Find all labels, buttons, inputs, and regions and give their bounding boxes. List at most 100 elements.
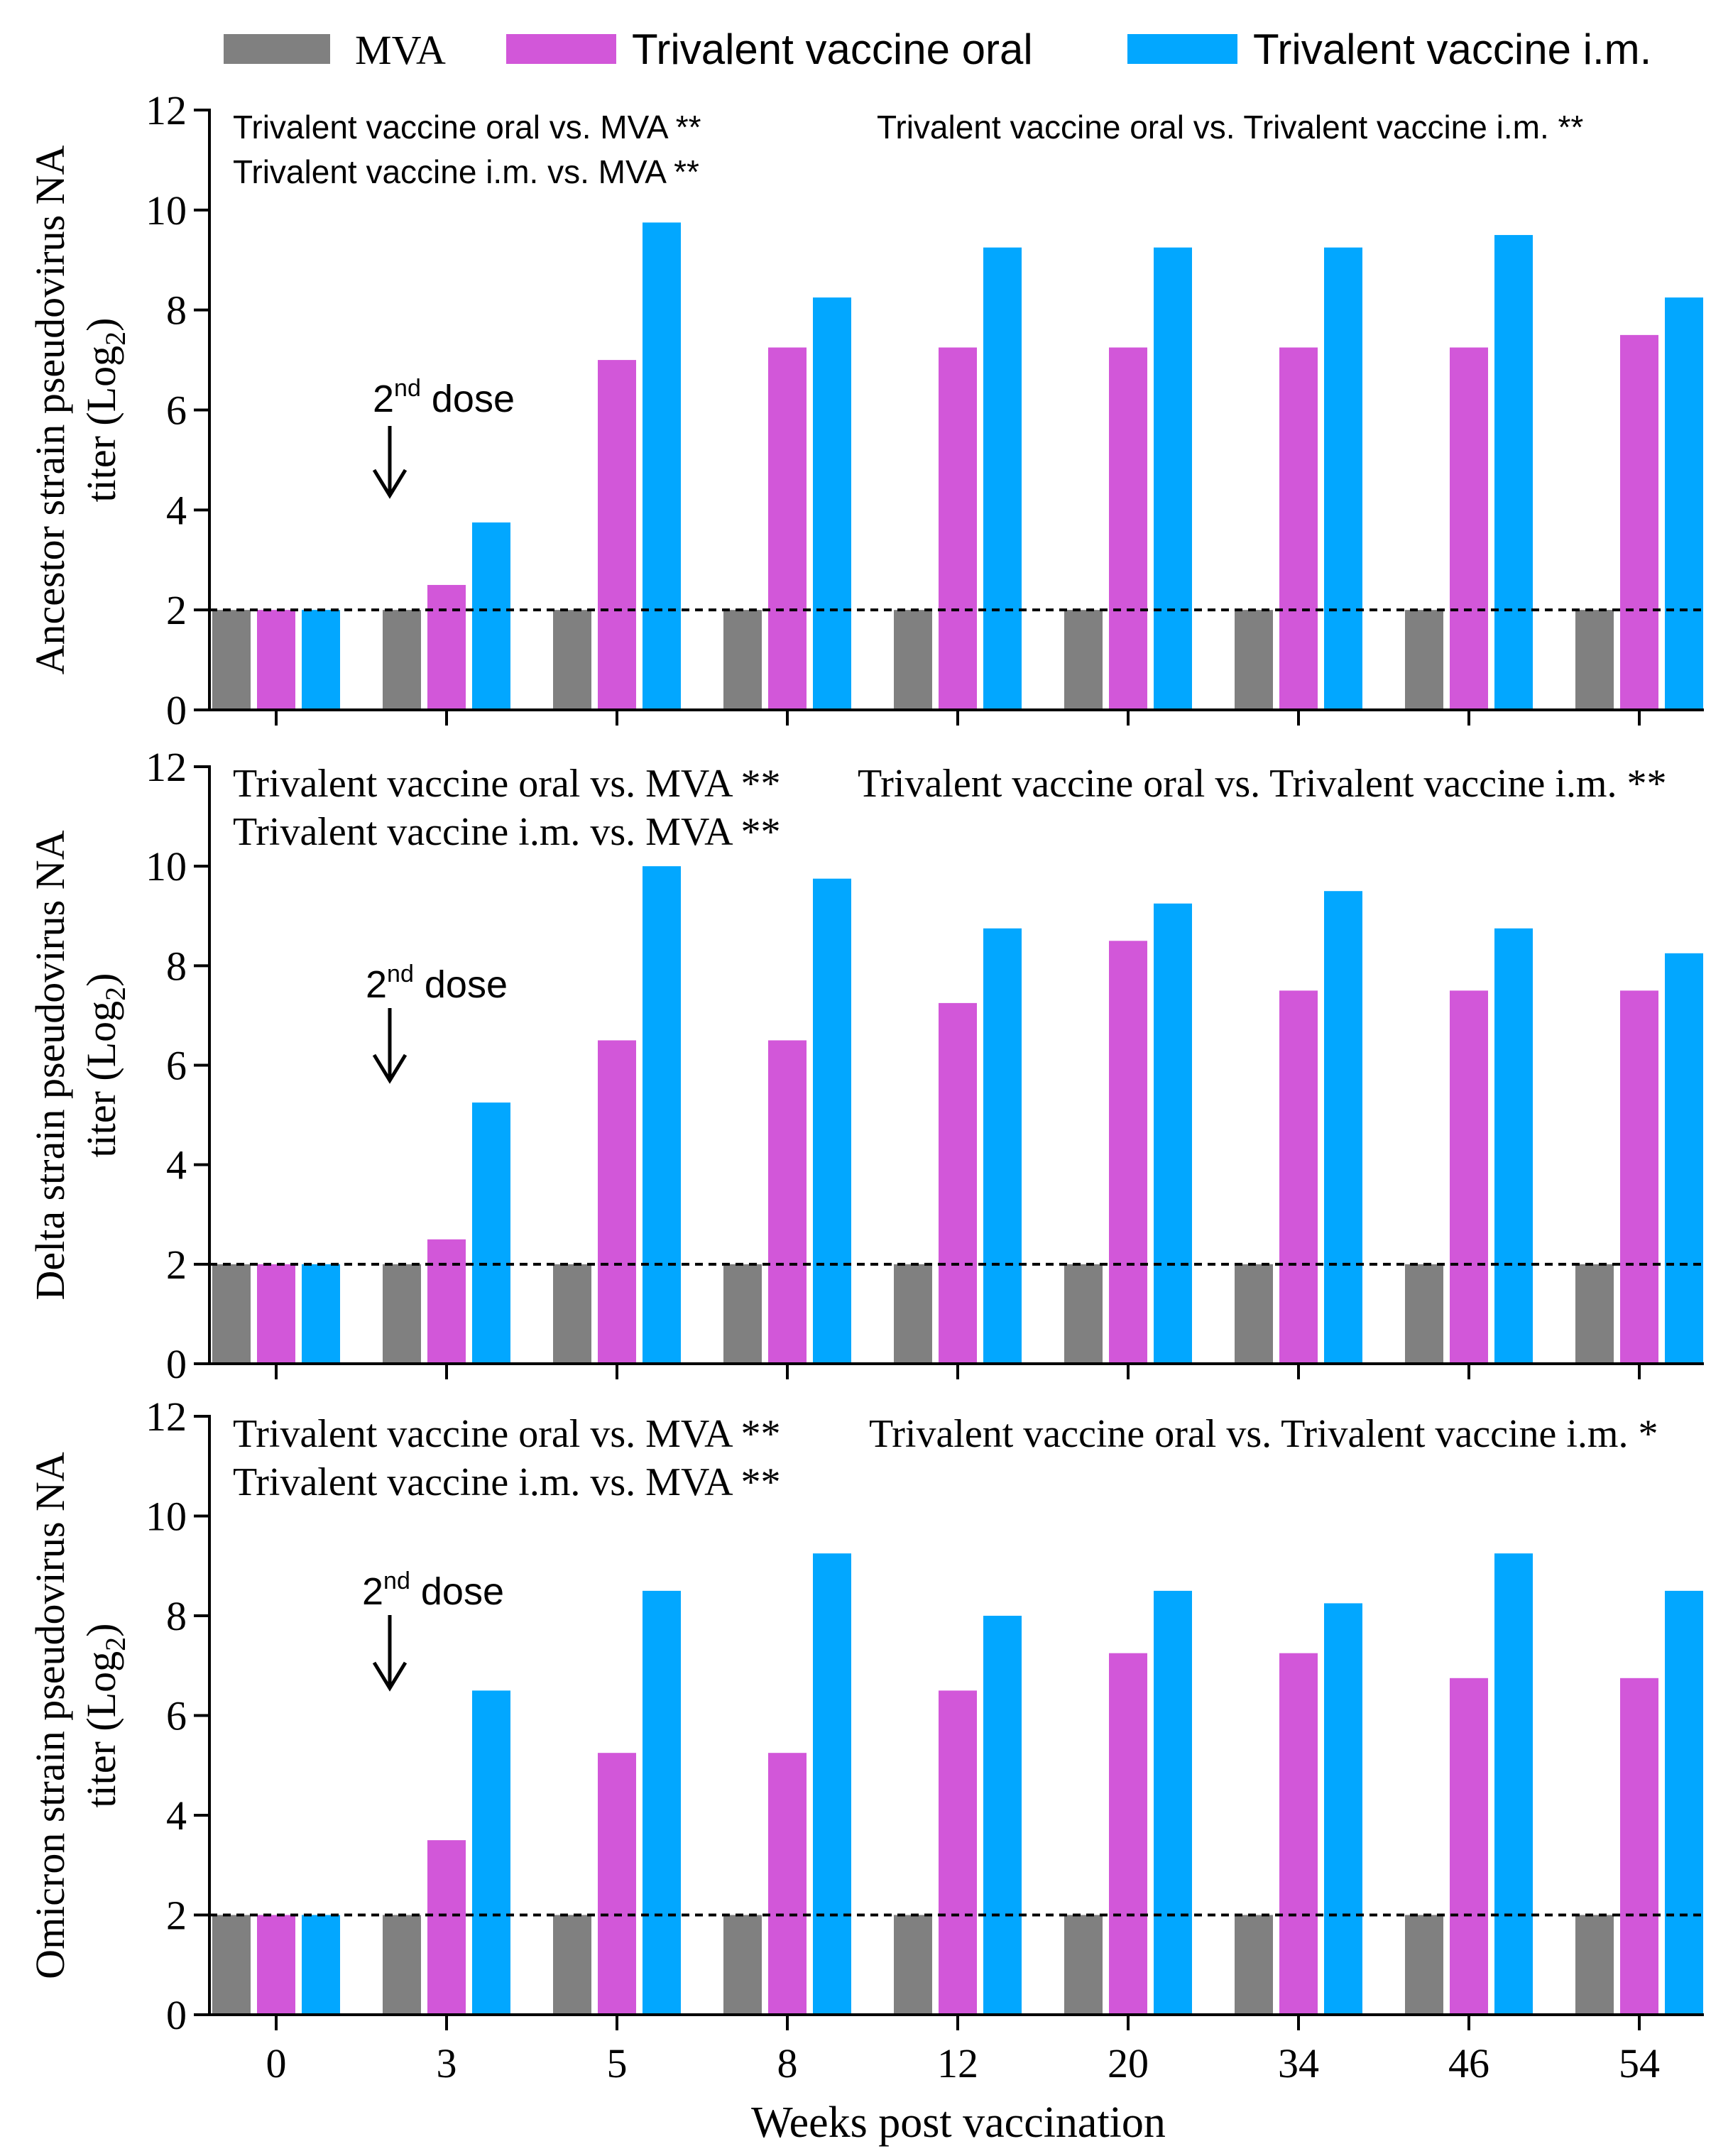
bar-mva-5 bbox=[553, 1915, 591, 2015]
bar-trivalent-vaccine-oral-46 bbox=[1450, 1678, 1488, 2015]
dose-label-text: dose bbox=[421, 378, 515, 420]
y-axis-label-units: titer (Log2) bbox=[78, 973, 131, 1158]
y-tick-label: 2 bbox=[166, 1893, 187, 1939]
bar-trivalent-vaccine-i-m--3 bbox=[472, 1102, 510, 1364]
y-tick-label: 0 bbox=[166, 1992, 187, 2038]
y-tick-label: 4 bbox=[166, 487, 187, 533]
bars bbox=[212, 222, 1703, 711]
y-axis-label-units-text: titer (Log bbox=[78, 1001, 124, 1158]
bars bbox=[212, 1553, 1703, 2015]
bar-trivalent-vaccine-i-m--12 bbox=[983, 247, 1022, 710]
dose-label-text: dose bbox=[414, 963, 508, 1006]
dose-label-superscript: nd bbox=[387, 961, 414, 987]
dose-label-superscript: nd bbox=[383, 1567, 410, 1594]
bar-trivalent-vaccine-i-m--5 bbox=[643, 866, 681, 1364]
significance-annotation: Trivalent vaccine oral vs. Trivalent vac… bbox=[869, 1412, 1658, 1456]
bar-mva-34 bbox=[1235, 1264, 1273, 1364]
bar-trivalent-vaccine-i-m--8 bbox=[813, 1553, 851, 2015]
dose-marker: 2nd dose bbox=[366, 961, 508, 1084]
y-axis-label-units: titer (Log2) bbox=[78, 1624, 131, 1808]
legend-swatch bbox=[1127, 34, 1237, 64]
x-tick-label: 0 bbox=[266, 2040, 287, 2086]
bar-trivalent-vaccine-i-m--8 bbox=[813, 297, 851, 710]
y-tick-label: 10 bbox=[146, 187, 187, 234]
bar-mva-46 bbox=[1405, 1264, 1443, 1364]
bar-mva-12 bbox=[894, 610, 932, 710]
bar-trivalent-vaccine-oral-8 bbox=[768, 1040, 807, 1364]
legend-item: MVA bbox=[224, 27, 446, 73]
bar-trivalent-vaccine-oral-5 bbox=[598, 1753, 636, 2015]
bar-trivalent-vaccine-i-m--12 bbox=[983, 1616, 1022, 2015]
bar-trivalent-vaccine-i-m--46 bbox=[1494, 235, 1533, 711]
bar-trivalent-vaccine-oral-54 bbox=[1620, 1678, 1658, 2015]
bar-mva-3 bbox=[383, 1264, 421, 1364]
bar-trivalent-vaccine-oral-12 bbox=[939, 347, 977, 710]
y-tick-label: 8 bbox=[166, 1593, 187, 1639]
significance-annotation: Trivalent vaccine oral vs. MVA ** bbox=[233, 1412, 780, 1456]
y-axis-label-close: ) bbox=[78, 1624, 124, 1637]
legend-swatch bbox=[224, 34, 330, 64]
bar-trivalent-vaccine-oral-46 bbox=[1450, 347, 1488, 710]
bar-mva-3 bbox=[383, 610, 421, 710]
legend-label: MVA bbox=[355, 27, 446, 73]
dose-label-number: 2 bbox=[362, 1570, 383, 1613]
legend-label: Trivalent vaccine oral bbox=[632, 26, 1033, 73]
significance-annotation: Trivalent vaccine oral vs. Trivalent vac… bbox=[858, 762, 1666, 806]
y-axis-label-units-text: titer (Log bbox=[78, 346, 124, 503]
bar-trivalent-vaccine-i-m--0 bbox=[302, 1264, 340, 1364]
legend: MVA Trivalent vaccine oral Trivalent vacci… bbox=[224, 26, 1651, 73]
x-tick-label: 54 bbox=[1619, 2040, 1660, 2086]
bar-trivalent-vaccine-i-m--34 bbox=[1324, 891, 1362, 1364]
bar-mva-54 bbox=[1575, 1264, 1614, 1364]
down-arrow-head-icon bbox=[372, 1054, 408, 1084]
y-tick-label: 6 bbox=[166, 1693, 187, 1739]
down-arrow-head-icon bbox=[372, 1661, 408, 1692]
bar-mva-34 bbox=[1235, 610, 1273, 710]
y-axis-label-subscript: 2 bbox=[99, 1637, 131, 1651]
x-tick-label: 3 bbox=[437, 2040, 457, 2086]
y-axis-label-units: titer (Log2) bbox=[78, 318, 131, 503]
bar-mva-8 bbox=[723, 1915, 762, 2015]
bar-trivalent-vaccine-oral-3 bbox=[427, 1239, 466, 1364]
bar-mva-20 bbox=[1064, 1915, 1103, 2015]
bar-trivalent-vaccine-oral-54 bbox=[1620, 990, 1658, 1364]
y-axis-label: Ancestor strain pseudovirus NA bbox=[27, 145, 73, 674]
dose-label-number: 2 bbox=[373, 378, 394, 420]
bar-trivalent-vaccine-i-m--5 bbox=[643, 1590, 681, 2015]
dose-label: 2nd dose bbox=[366, 961, 508, 1006]
x-axis-title: Weeks post vaccination bbox=[751, 2098, 1166, 2147]
dose-label: 2nd dose bbox=[373, 375, 515, 420]
y-axis-label-close: ) bbox=[78, 973, 124, 987]
y-axis-label-units-text: titer (Log bbox=[78, 1651, 124, 1808]
bar-trivalent-vaccine-i-m--0 bbox=[302, 1915, 340, 2015]
bar-trivalent-vaccine-oral-5 bbox=[598, 1040, 636, 1364]
x-tick-label: 20 bbox=[1108, 2040, 1149, 2086]
y-tick-label: 12 bbox=[146, 744, 187, 790]
panel-delta: 0 2 4 6 8 10 12 Delta strain pseudovirus NA tite… bbox=[27, 744, 1704, 1387]
y-axis-label: Delta strain pseudovirus NA bbox=[27, 830, 73, 1300]
significance-annotation: Trivalent vaccine i.m. vs. MVA ** bbox=[233, 810, 781, 854]
y-tick-label: 12 bbox=[146, 1394, 187, 1440]
bar-mva-46 bbox=[1405, 610, 1443, 710]
y-axis-label-close: ) bbox=[78, 318, 124, 332]
bar-trivalent-vaccine-i-m--8 bbox=[813, 878, 851, 1364]
y-tick-label: 8 bbox=[166, 943, 187, 989]
bar-trivalent-vaccine-i-m--46 bbox=[1494, 1553, 1533, 2015]
bar-mva-12 bbox=[894, 1264, 932, 1364]
bar-trivalent-vaccine-oral-34 bbox=[1279, 990, 1318, 1364]
bar-trivalent-vaccine-oral-8 bbox=[768, 347, 807, 710]
bar-trivalent-vaccine-i-m--20 bbox=[1154, 903, 1192, 1364]
bar-mva-0 bbox=[212, 1264, 251, 1364]
legend-item: Trivalent vaccine i.m. bbox=[1127, 26, 1651, 73]
bar-trivalent-vaccine-i-m--54 bbox=[1665, 297, 1703, 710]
bar-trivalent-vaccine-oral-3 bbox=[427, 584, 466, 710]
bar-trivalent-vaccine-oral-5 bbox=[598, 360, 636, 710]
y-tick-label: 10 bbox=[146, 843, 187, 890]
x-tick-label: 8 bbox=[777, 2040, 798, 2086]
bars bbox=[212, 866, 1703, 1364]
dose-marker: 2nd dose bbox=[372, 375, 515, 499]
bar-trivalent-vaccine-i-m--46 bbox=[1494, 928, 1533, 1364]
dose-label-text: dose bbox=[410, 1570, 504, 1613]
bar-mva-3 bbox=[383, 1915, 421, 2015]
bar-mva-12 bbox=[894, 1915, 932, 2015]
